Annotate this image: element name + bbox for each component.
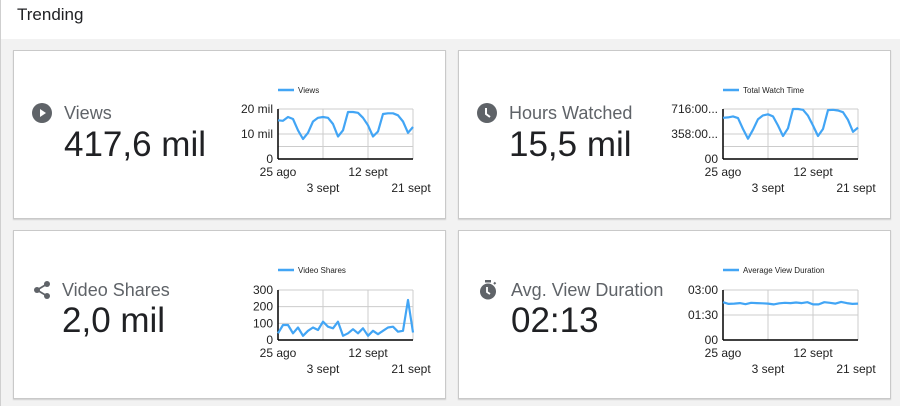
y-tick-label: 0 bbox=[266, 333, 273, 347]
x-tick-label: 3 sept bbox=[752, 362, 785, 376]
views-card[interactable]: Views 417,6 mil Views 20 mil 10 mil 0 25 ago… bbox=[13, 50, 446, 219]
y-tick-label: 200 bbox=[253, 300, 273, 314]
x-tick-label: 21 sept bbox=[391, 362, 431, 376]
card-value: 417,6 mil bbox=[64, 125, 207, 164]
chart-legend: Total Watch Time bbox=[723, 86, 805, 95]
y-tick-label: 716:00... bbox=[671, 102, 718, 116]
views-chart[interactable]: Views 20 mil 10 mil 0 25 ago 12 sept 3 sept 21 … bbox=[14, 51, 447, 220]
y-tick-label: 20 mil bbox=[241, 102, 273, 116]
card-value: 15,5 mil bbox=[509, 125, 632, 164]
y-tick-label: 00 bbox=[705, 333, 719, 347]
x-tick-label: 3 sept bbox=[307, 181, 340, 195]
card-label: Views bbox=[64, 103, 112, 123]
x-tick-label: 3 sept bbox=[307, 362, 340, 376]
y-tick-label: 300 bbox=[253, 283, 273, 297]
chart-svg: Views 20 mil 10 mil 025 ago 12 sept 3 sept 21 … bbox=[241, 86, 431, 195]
y-tick-label: 100 bbox=[253, 316, 273, 330]
play-circle-icon bbox=[32, 103, 52, 123]
card-value: 02:13 bbox=[511, 301, 599, 340]
y-tick-label: 0 bbox=[266, 152, 273, 166]
avg-view-duration-card[interactable]: Avg. View Duration 02:13 Average View Du… bbox=[458, 230, 891, 399]
chart-svg: Video Shares 300 200 100 025 ago 12 sept 3 sep… bbox=[253, 266, 431, 376]
x-tick-label: 12 sept bbox=[348, 165, 388, 179]
y-tick-label: 03:00 bbox=[688, 283, 718, 297]
series-line bbox=[722, 107, 859, 140]
x-tick-label: 12 sept bbox=[793, 165, 833, 179]
y-tick-label: 00 bbox=[705, 152, 719, 166]
card-value: 2,0 mil bbox=[62, 301, 166, 340]
video-shares-chart[interactable]: Video Shares 300 200 100 0 25 ago 12 sept 3 sep… bbox=[14, 231, 447, 400]
avg-duration-chart[interactable]: Average View Duration 03:00 01:30 00 25 ago 1… bbox=[459, 231, 892, 400]
y-tick-label: 10 mil bbox=[241, 127, 273, 141]
clock-icon bbox=[477, 103, 497, 123]
x-tick-label: 21 sept bbox=[836, 362, 876, 376]
card-label: Hours Watched bbox=[509, 103, 633, 123]
y-tick-label: 358:00... bbox=[671, 127, 718, 141]
stopwatch-icon bbox=[480, 280, 497, 300]
card-label: Avg. View Duration bbox=[511, 280, 664, 300]
share-icon bbox=[34, 281, 50, 299]
x-tick-label: 25 ago bbox=[260, 165, 297, 179]
svg-text:Total Watch Time: Total Watch Time bbox=[743, 86, 805, 95]
section-title: Trending bbox=[17, 5, 84, 24]
chart-legend: Views bbox=[278, 86, 319, 95]
watch-time-chart[interactable]: Total Watch Time 716:00... 358:00... 00 25 a… bbox=[459, 51, 892, 220]
x-tick-label: 21 sept bbox=[391, 181, 431, 195]
x-tick-label: 3 sept bbox=[752, 181, 785, 195]
video-shares-card[interactable]: Video Shares 2,0 mil Video Shares 300 200 1… bbox=[13, 230, 446, 399]
chart-legend: Video Shares bbox=[278, 266, 346, 275]
x-tick-label: 12 sept bbox=[348, 346, 388, 360]
chart-legend: Average View Duration bbox=[723, 266, 825, 275]
hours-watched-card[interactable]: Hours Watched 15,5 mil Total Watch Time 7… bbox=[458, 50, 891, 219]
svg-text:Average View Duration: Average View Duration bbox=[743, 266, 825, 275]
x-tick-label: 21 sept bbox=[836, 181, 876, 195]
series-line bbox=[277, 298, 415, 337]
card-label: Video Shares bbox=[62, 280, 170, 300]
series-line bbox=[277, 110, 414, 141]
x-tick-label: 25 ago bbox=[705, 346, 742, 360]
svg-text:Views: Views bbox=[298, 86, 319, 95]
y-tick-label: 01:30 bbox=[688, 308, 718, 322]
x-tick-label: 25 ago bbox=[705, 165, 742, 179]
svg-text:Video Shares: Video Shares bbox=[298, 266, 346, 275]
series-line bbox=[722, 300, 859, 306]
x-tick-label: 12 sept bbox=[793, 346, 833, 360]
x-tick-label: 25 ago bbox=[260, 346, 297, 360]
section-header: Trending bbox=[1, 0, 900, 39]
